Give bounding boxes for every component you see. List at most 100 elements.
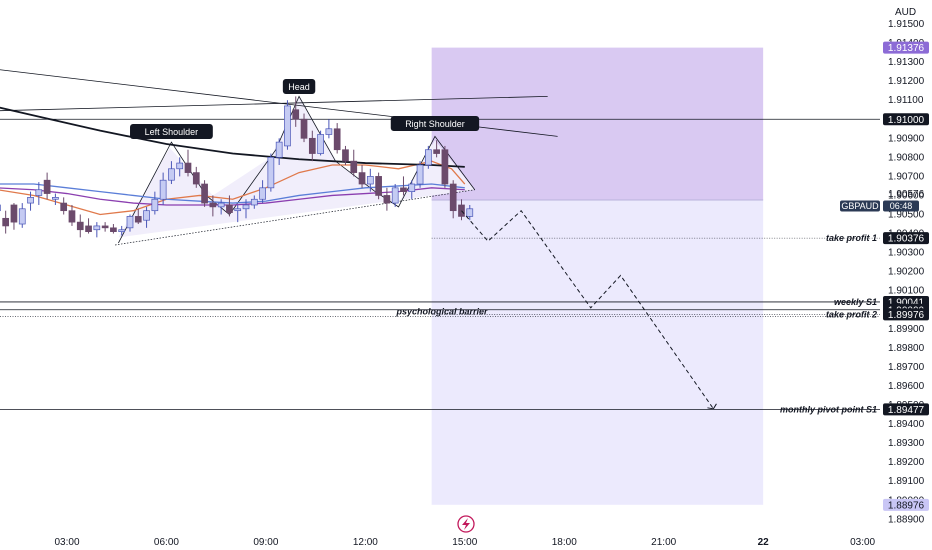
take-profit-zone — [431, 200, 764, 505]
long-moving-average-line — [0, 106, 465, 168]
trend-line-upper — [0, 95, 548, 112]
level-label: weekly S1 — [834, 297, 877, 307]
level-tag-box — [883, 403, 929, 416]
neckline — [115, 189, 475, 246]
candle-body — [400, 187, 407, 192]
candle-body — [168, 168, 175, 181]
level-tag-box — [883, 308, 929, 321]
candle-body — [201, 183, 208, 204]
candle-body — [416, 164, 424, 185]
price-tick-label: 1.91500 — [888, 19, 925, 30]
candle-body — [226, 204, 233, 213]
candle-body — [126, 216, 134, 229]
candle-body — [35, 189, 43, 196]
price-tick-label: 1.90700 — [888, 171, 925, 182]
candle-body — [325, 128, 333, 135]
price-tick-label: 1.88900 — [888, 514, 925, 525]
candle-body — [300, 118, 308, 139]
candle-body — [217, 202, 225, 208]
candle-body — [424, 149, 432, 166]
position-zones — [431, 47, 764, 505]
candle-body — [333, 128, 341, 151]
candle-body — [85, 225, 92, 232]
projection-path — [461, 209, 717, 410]
price-tick-label: 1.89300 — [888, 438, 925, 449]
candle-body — [209, 202, 217, 208]
lightning-icon[interactable] — [457, 515, 475, 533]
level-tag: 1.90376 — [888, 234, 925, 245]
symbol-badge-box — [840, 200, 880, 212]
time-tick-label: 12:00 — [353, 537, 378, 548]
candle-body — [76, 221, 84, 231]
candle-body — [110, 227, 117, 232]
time-axis[interactable]: 03:00 06:00 09:00 12:00 15:00 18:00 21:00 22 03:… — [54, 537, 875, 548]
candle-body — [308, 137, 316, 154]
price-tick-label: 1.89900 — [888, 324, 925, 335]
candle-body — [366, 176, 374, 185]
candle-body — [449, 183, 457, 212]
candle-body — [441, 149, 449, 185]
level-tag: 1.90041 — [888, 297, 925, 308]
time-tick-label: 06:00 — [154, 537, 179, 548]
candle-body — [52, 197, 59, 200]
candle-body — [43, 179, 51, 194]
time-tick-label: 09:00 — [253, 537, 278, 548]
level-label: take profit 1 — [826, 233, 877, 243]
currency-label: AUD — [895, 7, 916, 18]
level-tag: 1.89477 — [888, 405, 925, 416]
candle-body — [134, 216, 142, 223]
candle-body — [176, 162, 184, 170]
level-tag-box — [883, 113, 929, 126]
candle-body — [275, 141, 283, 158]
price-tick-label: 1.89400 — [888, 419, 925, 430]
candle-body — [408, 183, 416, 192]
countdown-box — [883, 200, 919, 212]
moving-averages — [0, 106, 466, 216]
stop-loss-zone — [431, 47, 764, 201]
candle-body — [391, 187, 399, 204]
time-tick-label: 21:00 — [651, 537, 676, 548]
projection-arrowhead — [707, 403, 717, 410]
candle-body — [68, 210, 76, 223]
price-tick-label: 1.90500 — [888, 210, 925, 221]
pattern-label-box — [282, 79, 316, 94]
symbol-label: GBPAUD — [841, 201, 879, 211]
price-tick-label: 1.90600 — [888, 190, 925, 201]
price-tick-label: 1.90900 — [888, 133, 925, 144]
candle-body — [433, 149, 440, 154]
candle-body — [159, 179, 167, 200]
price-tick-label: 1.91100 — [888, 95, 924, 106]
price-tick-label: 1.90200 — [888, 267, 925, 278]
level-tag: 1.91000 — [888, 115, 925, 126]
pattern-label: Head — [288, 82, 310, 92]
time-tick-label: 03:00 — [850, 537, 875, 548]
candle-body — [93, 225, 101, 231]
candle-body — [383, 195, 391, 204]
candle-body — [2, 217, 10, 227]
candle-body — [242, 204, 250, 210]
time-tick-label: 03:00 — [54, 537, 79, 548]
level-tag: 1.89976 — [888, 310, 925, 321]
price-tick-label: 1.90800 — [888, 152, 925, 163]
candle-body — [151, 198, 159, 212]
candle-body — [60, 202, 68, 212]
candle-body — [192, 172, 200, 185]
candle-body — [18, 208, 26, 225]
pattern-label-box — [130, 124, 213, 139]
price-tick-label: 1.89600 — [888, 381, 925, 392]
price-axis[interactable]: AUD 1.915001.914001.913001.912001.911001… — [888, 7, 925, 525]
candle-body — [27, 197, 34, 204]
pattern-label: Left Shoulder — [145, 127, 199, 137]
candle-body — [267, 157, 275, 189]
current-price-label: 1.90576 — [888, 189, 925, 200]
price-tick-label: 1.89200 — [888, 457, 925, 468]
price-tick-label: 1.90300 — [888, 248, 925, 259]
pattern-label: Right Shoulder — [405, 119, 465, 129]
candle-body — [466, 208, 474, 217]
level-label: psychological barrier — [395, 306, 488, 316]
candle-body — [10, 204, 18, 223]
pattern-labels: Left Shoulder Head Right Shoulder — [130, 79, 480, 139]
price-tick-label: 1.89700 — [888, 362, 925, 373]
candle-body — [292, 109, 300, 120]
